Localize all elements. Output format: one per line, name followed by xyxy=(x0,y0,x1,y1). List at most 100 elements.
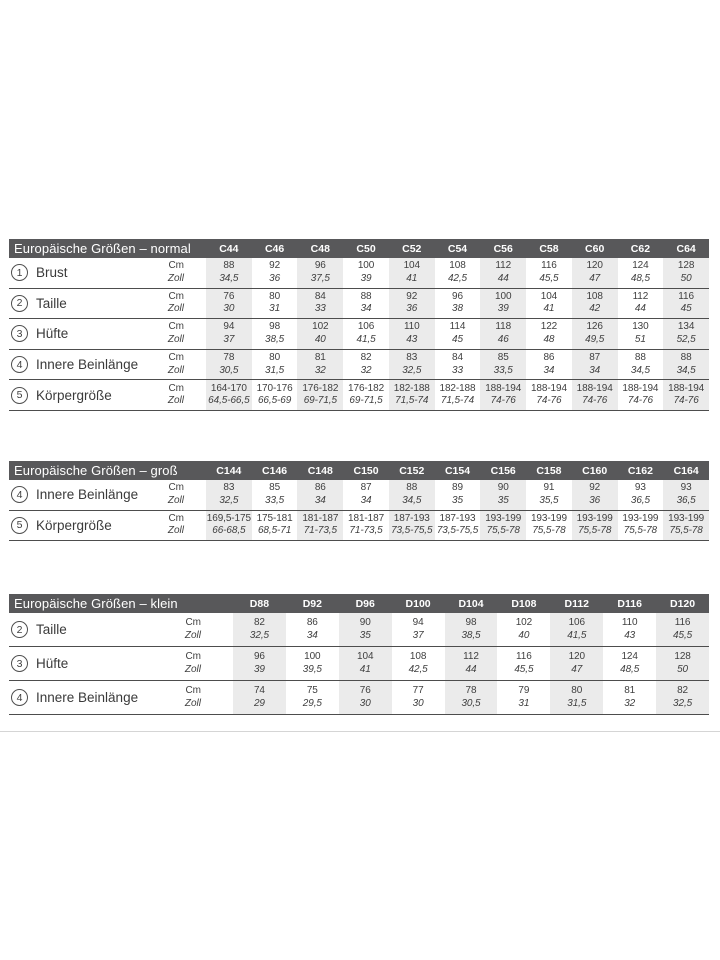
unit-labels: Cm Zoll xyxy=(185,651,201,676)
cm-value: 86 xyxy=(543,352,555,364)
unit-labels: Cm Zoll xyxy=(168,513,184,538)
zoll-value: 39 xyxy=(253,663,265,675)
zoll-value: 30,5 xyxy=(461,697,481,709)
unit-zoll-label: Zoll xyxy=(167,364,184,376)
row-number-badge: 4 xyxy=(11,356,28,374)
value-cell: 112 44 xyxy=(444,647,498,680)
value-cell: 93 36,5 xyxy=(663,480,709,510)
zoll-value: 45,5 xyxy=(539,272,559,284)
zoll-value: 41 xyxy=(406,272,418,284)
zoll-value: 74-76 xyxy=(536,395,562,407)
size-table-klein: Europäische Größen – klein D88 D92 D96 D100… xyxy=(9,594,709,715)
size-column-header: C64 xyxy=(676,242,696,255)
value-cell: 75 29,5 xyxy=(286,681,339,714)
cm-value: 108 xyxy=(586,290,603,302)
value-cell: 116 45,5 xyxy=(656,613,709,646)
unit-zoll-label: Zoll xyxy=(184,697,201,709)
cm-value: 118 xyxy=(495,321,512,333)
size-column-header: C158 xyxy=(536,464,562,477)
cm-value: 87 xyxy=(589,352,601,364)
zoll-value: 36 xyxy=(269,272,281,284)
cm-value: 96 xyxy=(452,290,463,302)
zoll-value: 34,5 xyxy=(630,364,650,376)
cm-value: 93 xyxy=(680,482,692,494)
cm-value: 188-194 xyxy=(622,382,659,394)
zoll-value: 43 xyxy=(624,629,636,641)
value-cell: 89 35 xyxy=(435,480,481,510)
cm-value: 100 xyxy=(304,651,321,662)
zoll-value: 35 xyxy=(497,494,509,506)
zoll-value: 52,5 xyxy=(676,333,696,345)
zoll-value: 73,5-75,5 xyxy=(391,525,433,537)
zoll-value: 69-71,5 xyxy=(349,395,383,407)
unit-cm-label: Cm xyxy=(185,617,201,628)
zoll-value: 32 xyxy=(360,364,372,376)
measurement-row: 3 Hüfte Cm Zoll 94 37 98 38,5 102 40 106 41,5 110 43 1… xyxy=(9,319,709,350)
zoll-value: 42,5 xyxy=(408,663,428,675)
value-cell: 187-193 73,5-75,5 xyxy=(435,511,481,541)
value-cell: 108 42,5 xyxy=(435,258,481,288)
zoll-value: 71,5-74 xyxy=(440,395,475,407)
cm-value: 112 xyxy=(632,290,649,302)
size-column-header: C60 xyxy=(585,242,605,255)
value-cell: 92 36 xyxy=(388,288,435,319)
unit-zoll-label: Zoll xyxy=(167,494,184,506)
zoll-value: 51 xyxy=(634,333,646,345)
zoll-value: 34,5 xyxy=(219,272,239,284)
cm-value: 85 xyxy=(497,352,509,364)
cm-value: 104 xyxy=(357,651,374,662)
cm-value: 91 xyxy=(543,482,555,494)
unit-zoll-label: Zoll xyxy=(167,272,184,284)
row-number-badge: 5 xyxy=(11,516,28,534)
value-cell: 94 37 xyxy=(392,613,445,646)
size-column-header: C146 xyxy=(262,464,288,477)
row-number-badge: 3 xyxy=(11,655,28,672)
cm-value: 81 xyxy=(624,685,636,696)
size-column-header: C58 xyxy=(539,242,559,255)
cm-value: 75 xyxy=(306,685,318,696)
row-header-cell: 3 Hüfte Cm Zoll xyxy=(9,319,206,349)
cm-value: 120 xyxy=(568,651,585,662)
zoll-value: 42,5 xyxy=(447,272,468,284)
value-cell: 176-182 69-71,5 xyxy=(343,380,389,410)
zoll-value: 31,5 xyxy=(265,364,285,376)
zoll-value: 30 xyxy=(359,697,371,709)
zoll-value: 45 xyxy=(452,333,463,345)
value-cell: 81 32 xyxy=(603,681,656,714)
value-cell: 188-194 74-76 xyxy=(663,380,709,410)
cm-value: 126 xyxy=(586,321,603,333)
row-label: Hüfte xyxy=(36,326,69,342)
cm-value: 188-194 xyxy=(576,382,613,394)
cm-value: 88 xyxy=(406,482,418,494)
zoll-value: 74-76 xyxy=(582,395,608,407)
row-label-group: 4 Innere Beinlänge xyxy=(9,486,168,504)
cm-value: 98 xyxy=(465,617,477,628)
row-label: Taille xyxy=(36,295,67,311)
unit-labels: Cm Zoll xyxy=(168,291,184,316)
value-cell: 76 30 xyxy=(338,681,392,714)
cm-value: 80 xyxy=(269,352,281,364)
value-cell: 100 39 xyxy=(480,288,527,319)
size-column-header: C46 xyxy=(264,242,285,255)
cm-value: 77 xyxy=(412,685,424,696)
row-header-cell: 4 Innere Beinlänge Cm Zoll xyxy=(9,681,233,714)
cm-value: 122 xyxy=(540,321,558,333)
row-header-cell: 2 Taille Cm Zoll xyxy=(9,613,233,646)
size-column-header: C160 xyxy=(582,464,608,477)
size-column-header: D96 xyxy=(355,597,375,610)
zoll-value: 34 xyxy=(360,303,372,315)
zoll-value: 36 xyxy=(589,494,601,506)
cm-value: 81 xyxy=(314,352,326,364)
row-header-cell: 2 Taille Cm Zoll xyxy=(9,289,206,319)
unit-labels: Cm Zoll xyxy=(168,321,184,346)
cm-value: 170-176 xyxy=(256,382,293,394)
cm-value: 116 xyxy=(541,260,557,272)
value-cell: 88 34,5 xyxy=(663,349,709,380)
zoll-value: 66-68,5 xyxy=(212,525,246,537)
size-column-header: C44 xyxy=(219,242,239,255)
cm-value: 80 xyxy=(571,685,583,696)
size-column-header: C150 xyxy=(353,464,379,477)
row-header-cell: 1 Brust Cm Zoll xyxy=(9,258,206,288)
zoll-value: 48,5 xyxy=(630,272,650,284)
value-cell: 110 43 xyxy=(388,319,435,349)
